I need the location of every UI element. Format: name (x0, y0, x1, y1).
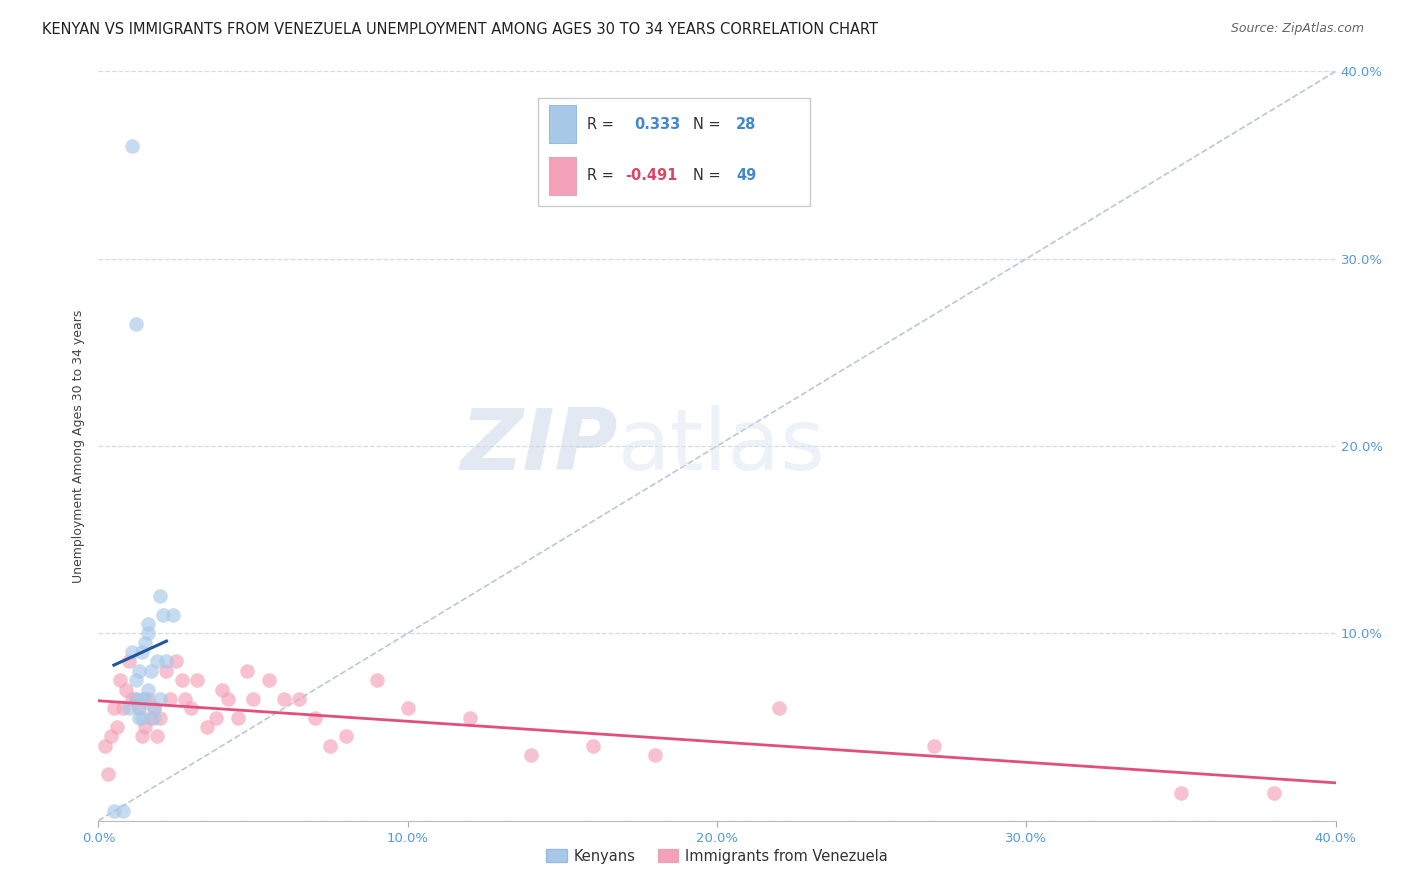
Text: atlas: atlas (619, 404, 827, 488)
Text: KENYAN VS IMMIGRANTS FROM VENEZUELA UNEMPLOYMENT AMONG AGES 30 TO 34 YEARS CORRE: KENYAN VS IMMIGRANTS FROM VENEZUELA UNEM… (42, 22, 879, 37)
Point (124, 673, 146, 688)
Point (149, 589, 172, 603)
Point (112, 701, 135, 715)
Point (170, 673, 193, 688)
Point (146, 730, 169, 744)
Point (273, 692, 295, 706)
Point (217, 692, 239, 706)
Point (288, 692, 311, 706)
Point (139, 710, 162, 724)
Point (159, 692, 181, 706)
Point (103, 701, 125, 715)
Point (236, 664, 259, 678)
Point (155, 655, 177, 669)
Point (131, 645, 153, 659)
Point (131, 730, 153, 744)
Y-axis label: Unemployment Among Ages 30 to 34 years: Unemployment Among Ages 30 to 34 years (72, 310, 86, 582)
Point (134, 692, 156, 706)
Legend: Kenyans, Immigrants from Venezuela: Kenyans, Immigrants from Venezuela (540, 843, 894, 870)
Point (1263, 786, 1285, 800)
Point (143, 710, 166, 724)
Point (97, 767, 120, 781)
Point (136, 682, 159, 697)
Point (1170, 786, 1192, 800)
Point (155, 664, 177, 678)
Point (118, 701, 141, 715)
Point (115, 682, 138, 697)
Point (226, 710, 249, 724)
Point (124, 318, 146, 332)
Point (131, 692, 153, 706)
Point (396, 701, 419, 715)
Point (118, 655, 141, 669)
Point (366, 673, 388, 688)
Point (100, 730, 122, 744)
Point (93, 739, 115, 753)
Point (520, 747, 543, 762)
Point (136, 692, 159, 706)
Point (124, 692, 146, 706)
Point (458, 710, 481, 724)
Text: ZIP: ZIP (460, 404, 619, 488)
Point (174, 692, 197, 706)
Point (121, 645, 143, 659)
Point (211, 682, 233, 697)
Point (134, 720, 156, 734)
Point (319, 739, 342, 753)
Point (108, 673, 131, 688)
Point (128, 710, 150, 724)
Point (128, 664, 150, 678)
Point (922, 739, 945, 753)
Point (139, 664, 162, 678)
Point (768, 701, 790, 715)
Point (152, 607, 174, 622)
Point (257, 673, 280, 688)
Point (180, 701, 202, 715)
Point (335, 730, 357, 744)
Point (121, 139, 143, 153)
Point (149, 692, 172, 706)
Point (136, 626, 159, 640)
Point (205, 710, 228, 724)
Point (134, 635, 156, 649)
Point (124, 692, 146, 706)
Text: Source: ZipAtlas.com: Source: ZipAtlas.com (1230, 22, 1364, 36)
Point (105, 720, 128, 734)
Point (103, 805, 125, 819)
Point (112, 805, 135, 819)
Point (186, 673, 208, 688)
Point (143, 701, 166, 715)
Point (136, 617, 159, 632)
Point (582, 739, 605, 753)
Point (242, 692, 264, 706)
Point (162, 607, 184, 622)
Point (149, 710, 172, 724)
Point (644, 747, 666, 762)
Point (195, 720, 218, 734)
Point (121, 692, 143, 706)
Point (131, 710, 153, 724)
Point (128, 701, 150, 715)
Point (304, 710, 326, 724)
Point (146, 655, 169, 669)
Point (128, 701, 150, 715)
Point (165, 655, 187, 669)
Point (143, 701, 166, 715)
